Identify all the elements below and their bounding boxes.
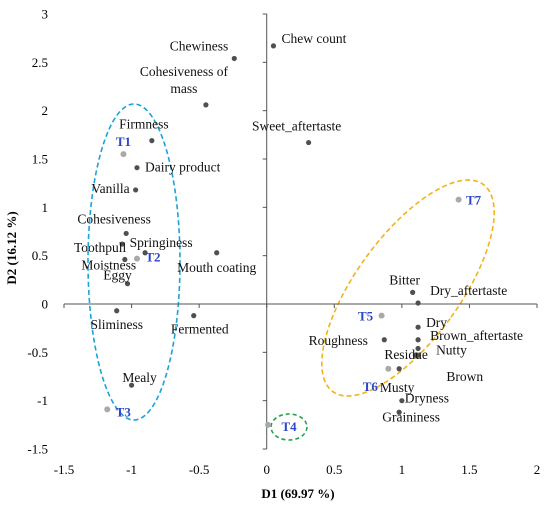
data-points (104, 43, 462, 428)
attribute-label: Brown_aftertaste (430, 328, 523, 343)
attribute-point (203, 102, 209, 108)
attribute-label-line: mass (170, 81, 197, 96)
treatment-label: T3 (116, 404, 132, 419)
treatment-point (133, 255, 140, 262)
attribute-point (415, 337, 421, 343)
attribute-label: Bitter (389, 272, 420, 287)
attribute-point (415, 300, 421, 306)
treatment-point (385, 365, 392, 372)
attribute-label: Dryness (405, 391, 449, 406)
attribute-point (124, 281, 131, 287)
attribute-label: Firmness (119, 117, 169, 132)
group-ellipse-left (87, 103, 181, 421)
attribute-label: Mouth coating (177, 260, 256, 275)
x-tick-label: 1.5 (461, 462, 477, 477)
treatment-label: T2 (145, 250, 160, 265)
attribute-label: Chew count (281, 31, 346, 46)
attribute-label: Chewiness (170, 38, 229, 53)
attribute-label: Sweet_aftertaste (252, 119, 341, 134)
attribute-point (396, 366, 402, 372)
treatment-point (378, 312, 385, 319)
attribute-point (128, 382, 135, 388)
y-tick-label: 3 (42, 7, 49, 22)
attribute-label: Nutty (436, 342, 467, 357)
treatment-label: T7 (466, 193, 482, 208)
attribute-label: Eggy (103, 268, 132, 283)
y-tick-label: 1.5 (32, 152, 48, 167)
y-tick-label: 0 (42, 297, 49, 312)
attribute-label: Graininess (382, 409, 440, 424)
attribute-label: Brown (446, 369, 483, 384)
treatment-point (104, 406, 111, 413)
x-tick-label: 2 (534, 462, 541, 477)
y-tick-label: 0.5 (32, 248, 48, 263)
attribute-point (399, 398, 405, 404)
attribute-point (231, 55, 237, 62)
attribute-label: Dry_aftertaste (430, 283, 507, 298)
treatment-label: T6 (363, 379, 379, 394)
attribute-point (123, 230, 129, 237)
group-ellipse-right (321, 179, 495, 397)
attribute-label: Residue (384, 347, 428, 362)
group-ellipses (87, 103, 495, 441)
treatment-label: T5 (358, 309, 374, 324)
attribute-point (119, 241, 125, 247)
attribute-point (122, 256, 128, 263)
y-tick-label: 1 (42, 200, 49, 215)
attribute-point (412, 352, 418, 358)
y-tick-label: -1.5 (27, 442, 48, 457)
attribute-label: Springiness (130, 235, 193, 250)
attribute-point (134, 165, 140, 171)
attribute-label-line: Cohesiveness of (140, 64, 229, 79)
x-axis-title: D1 (69.97 %) (261, 486, 334, 501)
attribute-point (191, 313, 197, 319)
attribute-label: Musty (380, 380, 415, 395)
y-axis-title: D2 (16.12 %) (4, 211, 19, 284)
y-tick-label: 2 (42, 103, 49, 118)
x-tick-label: 0 (263, 462, 270, 477)
attribute-label: Moistness (81, 258, 136, 273)
attribute-point (396, 409, 402, 415)
x-tick-label: -1.5 (54, 462, 75, 477)
attribute-point (270, 43, 277, 49)
attribute-label: Mealy (122, 370, 157, 385)
tick-labels: -1.5 -1 -0.5 0 0.5 1 1.5 2 -1.5 -1 -0.5 0 0.5 1 1.5 2 2.… (27, 7, 540, 478)
y-tick-label: -0.5 (27, 345, 48, 360)
attribute-label: Cohesiveness of mass (140, 64, 229, 96)
x-tick-label: 1 (399, 462, 406, 477)
treatment-point (265, 421, 272, 428)
attribute-label: Roughness (309, 333, 368, 348)
attribute-point (415, 345, 421, 352)
y-tick-label: 2.5 (32, 55, 48, 70)
attribute-point (214, 250, 220, 256)
attribute-point (114, 308, 120, 314)
group-ellipse-t4 (270, 413, 308, 441)
axes (63, 13, 538, 450)
treatment-label: T1 (116, 134, 131, 149)
attribute-label: Cohesiveness (77, 211, 151, 226)
x-tick-label: 0.5 (326, 462, 342, 477)
attribute-point (415, 324, 421, 330)
attribute-label: Dairy product (145, 160, 221, 175)
attribute-point (149, 138, 155, 144)
x-tick-label: -1 (126, 462, 137, 477)
treatment-label: T4 (281, 419, 297, 434)
attribute-point (410, 289, 416, 295)
point-labels: Chew count Chewiness Cohesiveness of mass Sw… (74, 31, 523, 434)
attribute-label: Dry (426, 315, 447, 330)
treatment-point (455, 196, 462, 203)
attribute-label: Fermented (171, 322, 229, 337)
attribute-point (381, 337, 387, 343)
treatment-point (120, 151, 127, 158)
attribute-label: Vanilla (91, 181, 129, 196)
x-tick-label: -0.5 (189, 462, 210, 477)
attribute-point (142, 250, 148, 256)
attribute-label: Sliminess (90, 317, 143, 332)
attribute-label: Toothpull (74, 240, 127, 255)
attribute-point (306, 139, 312, 146)
attribute-point (133, 187, 139, 193)
y-tick-label: -1 (37, 393, 48, 408)
